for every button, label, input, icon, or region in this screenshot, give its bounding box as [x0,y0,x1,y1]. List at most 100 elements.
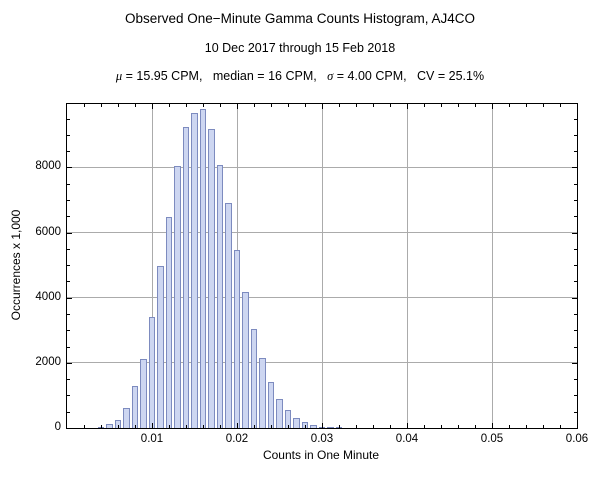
histogram-bar [199,108,207,428]
axis-tick [322,423,323,428]
axis-tick [67,265,70,267]
axis-tick [543,425,544,428]
axis-tick [339,425,340,428]
axis-tick [288,104,289,107]
histogram-bar [106,424,113,428]
histogram-bar [114,419,122,428]
vertical-gridline [151,104,153,428]
axis-tick [152,104,153,109]
horizontal-gridline [67,362,577,364]
axis-tick [574,411,577,413]
axis-tick [574,346,577,348]
axis-tick [67,232,72,234]
axis-tick [560,425,561,428]
axis-tick [572,167,577,169]
x-tick-label: 0.06 [565,433,589,445]
y-tick-label: 4000 [35,290,61,303]
axis-tick [67,167,72,169]
axis-tick [67,297,72,299]
stats-sigma-symbol: σ [327,69,334,83]
histogram-bar [157,265,164,428]
chart-subtitle: 10 Dec 2017 through 15 Feb 2018 [204,41,396,55]
axis-tick [339,104,340,107]
axis-tick [574,118,577,120]
axis-tick [574,200,577,202]
axis-tick [574,151,577,153]
vertical-gridline [321,104,323,428]
axis-tick [101,425,102,428]
x-tick-label: 0.02 [225,433,249,445]
axis-tick [203,425,204,428]
axis-tick [390,425,391,428]
axis-tick [67,118,70,120]
histogram-bar [259,358,266,428]
axis-tick [574,183,577,185]
axis-tick [492,423,493,428]
x-tick-label: 0.03 [310,433,334,445]
histogram-bar [208,129,215,428]
histogram-bar [140,358,147,428]
axis-tick [574,134,577,136]
axis-tick [305,104,306,107]
axis-tick [526,104,527,107]
axis-tick [407,104,408,109]
axis-tick [67,346,70,348]
axis-tick [67,428,72,429]
axis-tick [458,104,459,107]
axis-tick [407,423,408,428]
axis-tick [67,134,70,136]
axis-tick [572,362,577,364]
horizontal-gridline [67,166,577,168]
histogram-bar [148,316,156,428]
axis-tick [574,379,577,381]
histogram-bar [216,164,224,428]
axis-tick [118,104,119,107]
axis-tick [67,183,70,185]
axis-tick [577,423,578,428]
axis-tick [492,104,493,109]
y-tick-label: 2000 [35,355,61,368]
axis-tick [67,395,70,397]
axis-tick [574,265,577,267]
histogram-bar [174,165,181,428]
axis-tick [574,216,577,218]
axis-tick [475,425,476,428]
histogram-bar [165,217,173,428]
axis-tick [135,425,136,428]
histogram-bar [123,407,130,428]
x-tick-label: 0.04 [395,433,419,445]
axis-tick [67,411,70,413]
y-tick-label: 8000 [35,160,61,173]
axis-tick [67,151,70,153]
axis-tick [67,362,72,364]
axis-tick [84,425,85,428]
axis-tick [390,104,391,107]
histogram-bar [293,417,300,428]
histogram-bar [97,426,105,428]
axis-tick [356,425,357,428]
stats-mu-median-text: = 15.95 CPM, median = 16 CPM, [122,69,328,83]
axis-tick [220,425,221,428]
axis-tick [186,104,187,107]
histogram-bar [276,398,283,428]
axis-tick [424,425,425,428]
axis-tick [572,297,577,299]
axis-tick [560,104,561,107]
histogram-bar [310,425,317,428]
axis-tick [84,104,85,107]
axis-tick [526,425,527,428]
axis-tick [373,425,374,428]
axis-tick [577,104,578,109]
y-axis-label: Occurrences x 1,000 [9,209,23,321]
histogram-bar [225,203,232,428]
stats-mu-symbol: μ [115,69,123,83]
horizontal-gridline [67,232,577,234]
axis-tick [220,104,221,107]
histogram-bar [301,422,309,428]
histogram-bar [131,385,139,428]
axis-tick [237,423,238,428]
axis-tick [67,379,70,381]
axis-tick [441,104,442,107]
plot-area: 0.01 0.02 0.03 0.04 0.05 0.06 0 2000 4000 6000 800… [35,103,588,445]
